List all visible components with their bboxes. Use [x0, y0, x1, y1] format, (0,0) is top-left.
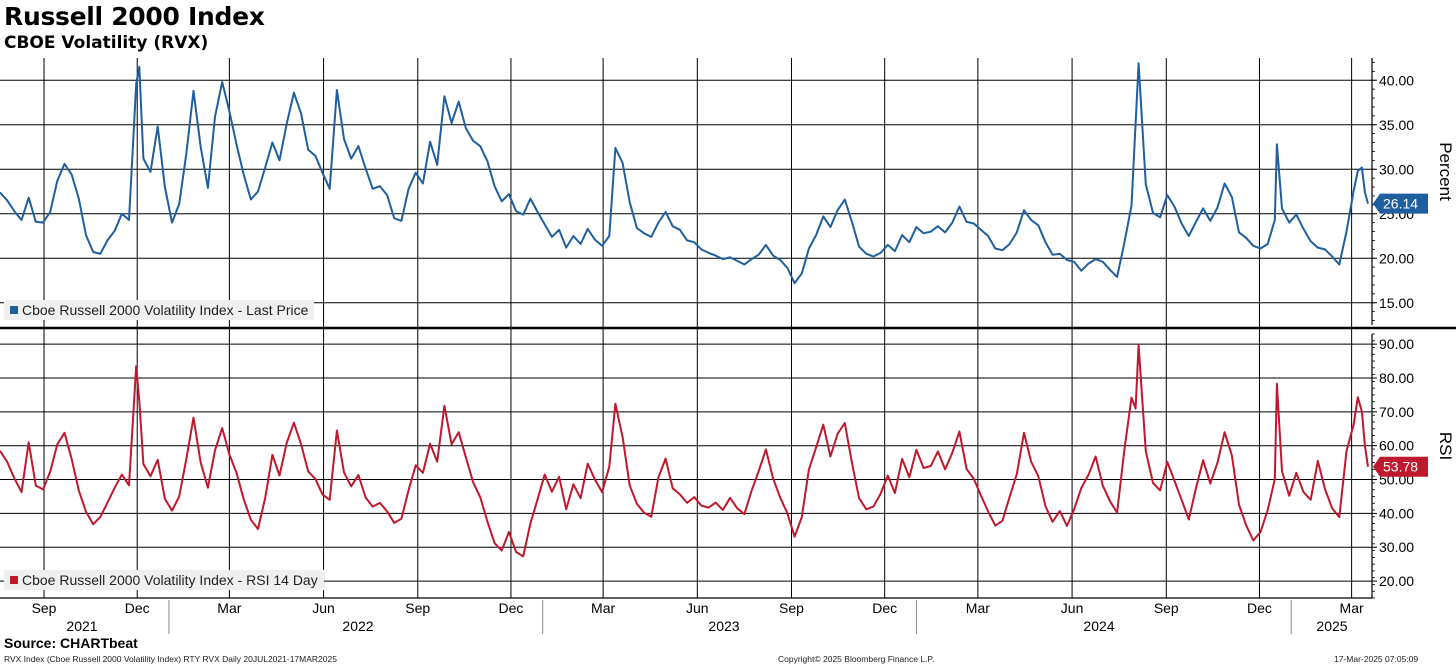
x-month-label: Jun: [312, 600, 335, 616]
x-year-label: 2025: [1316, 618, 1347, 634]
x-month-label: Sep: [1154, 600, 1179, 616]
y-tick-label: 40.00: [1379, 505, 1414, 521]
x-month-label: Mar: [217, 600, 241, 616]
legend-rsi-swatch: [10, 576, 18, 584]
x-year-label: 2024: [1083, 618, 1114, 634]
x-month-label: Jun: [686, 600, 709, 616]
legend-rsi-label: Cboe Russell 2000 Volatility Index - RSI…: [22, 572, 318, 588]
x-month-label: Dec: [125, 600, 150, 616]
x-year-label: 2023: [708, 618, 739, 634]
y-tick-label: 40.00: [1379, 72, 1414, 88]
x-month-label: Mar: [966, 600, 990, 616]
y-tick-label: 70.00: [1379, 404, 1414, 420]
last-value-label: 53.78: [1383, 459, 1418, 475]
timestamp: 17-Mar-2025 07:05:09: [1334, 654, 1419, 664]
y-tick-label: 15.00: [1379, 295, 1414, 311]
x-month-label: Mar: [1340, 600, 1364, 616]
last-value-tag: [1373, 193, 1428, 214]
rsi-series-line: [0, 344, 1369, 558]
x-month-label: Sep: [779, 600, 804, 616]
x-month-label: Dec: [498, 600, 523, 616]
x-month-label: Mar: [591, 600, 615, 616]
chart-subtitle: CBOE Volatility (RVX): [4, 33, 209, 53]
y-tick-label: 20.00: [1379, 250, 1414, 266]
x-month-label: Dec: [872, 600, 897, 616]
copyright: Copyright© 2025 Bloomberg Finance L.P.: [778, 654, 935, 664]
y-tick-label: 90.00: [1379, 336, 1414, 352]
legend-price-swatch: [10, 306, 18, 314]
legend-price: Cboe Russell 2000 Volatility Index - Las…: [4, 300, 315, 320]
y-tick-label: 20.00: [1379, 573, 1414, 589]
legend-price-label: Cboe Russell 2000 Volatility Index - Las…: [22, 302, 309, 318]
x-year-label: 2022: [342, 618, 373, 634]
x-month-label: Dec: [1247, 600, 1272, 616]
x-year-label: 2021: [66, 618, 97, 634]
y-tick-label: 30.00: [1379, 539, 1414, 555]
x-month-label: Jun: [1061, 600, 1084, 616]
x-month-label: Sep: [32, 600, 57, 616]
y-tick-label: 30.00: [1379, 161, 1414, 177]
ticker-info: RVX Index (Cboe Russell 2000 Volatility …: [4, 654, 337, 664]
source-note: Source: CHARTbeat: [4, 635, 138, 651]
last-value-label: 26.14: [1383, 196, 1418, 212]
y-tick-label: 35.00: [1379, 117, 1414, 133]
y-axis-title-rsi: RSI: [1436, 432, 1455, 460]
y-tick-label: 80.00: [1379, 370, 1414, 386]
legend-rsi: Cboe Russell 2000 Volatility Index - RSI…: [4, 570, 324, 590]
y-axis-title-percent: Percent: [1436, 142, 1455, 201]
last-value-tag: [1373, 456, 1428, 477]
chart-title: Russell 2000 Index: [4, 2, 265, 31]
y-tick-label: 60.00: [1379, 438, 1414, 454]
x-month-label: Sep: [405, 600, 430, 616]
price-series-line: [0, 62, 1369, 285]
